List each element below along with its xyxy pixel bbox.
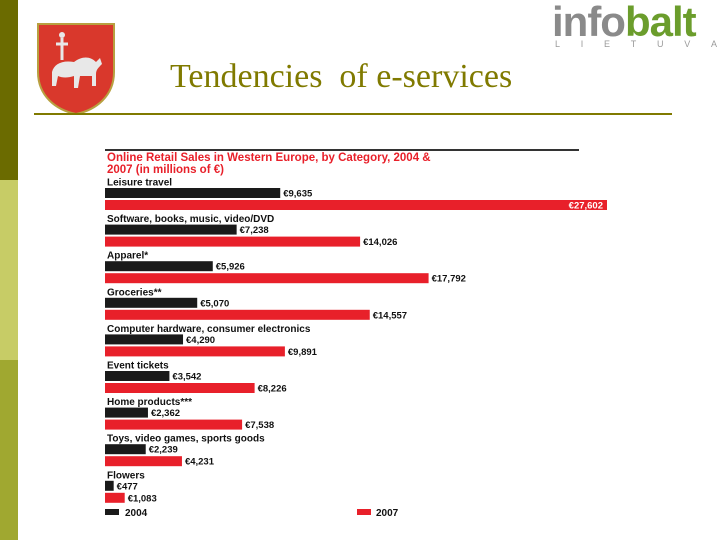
category-label: Apparel* bbox=[107, 251, 148, 262]
bar-2004 bbox=[105, 480, 114, 491]
bar-2004 bbox=[105, 444, 146, 455]
bar-value-label: €17,792 bbox=[432, 274, 466, 285]
bar-2007 bbox=[105, 273, 429, 284]
legend-label-2004: 2004 bbox=[125, 508, 148, 519]
chart-title-line-2: 2007 (in millions of €) bbox=[107, 164, 224, 176]
bar-value-label: €9,891 bbox=[288, 347, 318, 358]
bar-value-label: €4,290 bbox=[186, 335, 215, 346]
bar-value-label: €3,542 bbox=[172, 372, 201, 383]
chart-container: Online Retail Sales in Western Europe, b… bbox=[100, 140, 620, 530]
bar-2004 bbox=[105, 261, 213, 272]
bar-2007 bbox=[105, 200, 607, 210]
bar-value-label: €27,602 bbox=[569, 201, 603, 212]
bar-value-label: €14,557 bbox=[373, 310, 407, 321]
category-label: Home products*** bbox=[107, 397, 192, 408]
bar-2004 bbox=[105, 407, 148, 418]
bar-2004 bbox=[105, 224, 237, 235]
bar-2007 bbox=[105, 383, 255, 393]
bar-2007 bbox=[105, 346, 285, 357]
legend-swatch-2007 bbox=[357, 509, 371, 515]
left-accent-bar-middle bbox=[0, 180, 18, 360]
category-label: Groceries** bbox=[107, 287, 162, 298]
category-label: Event tickets bbox=[107, 361, 169, 372]
bar-2004 bbox=[105, 188, 281, 198]
left-accent-bar-bottom bbox=[0, 360, 18, 540]
category-label: Computer hardware, consumer electronics bbox=[107, 324, 311, 335]
bar-2004 bbox=[105, 371, 170, 381]
logo-part-balt: balt bbox=[624, 0, 697, 45]
left-accent-bar-top bbox=[0, 0, 18, 180]
category-label: Leisure travel bbox=[107, 178, 172, 189]
bar-value-label: €5,926 bbox=[216, 262, 245, 273]
bar-2007 bbox=[105, 309, 370, 320]
coat-of-arms-icon bbox=[37, 23, 115, 116]
bar-value-label: €7,238 bbox=[240, 225, 269, 236]
bar-value-label: €9,635 bbox=[283, 189, 313, 200]
bar-value-label: €7,538 bbox=[245, 420, 274, 431]
bar-value-label: €8,226 bbox=[258, 384, 287, 395]
bar-value-label: €2,239 bbox=[149, 445, 178, 456]
category-label: Software, books, music, video/DVD bbox=[107, 214, 274, 225]
chart-title-rule bbox=[105, 149, 579, 151]
bar-2007 bbox=[105, 419, 243, 430]
chart-title-line-1: Online Retail Sales in Western Europe, b… bbox=[107, 152, 431, 164]
logo-wordmark: infobalt bbox=[552, 0, 697, 46]
logo-letter: U bbox=[656, 39, 664, 49]
logo-letter: L bbox=[555, 39, 561, 49]
logo-part-info: info bbox=[552, 0, 626, 45]
legend-swatch-2004 bbox=[105, 509, 119, 515]
page-title: Tendencies of e-services bbox=[170, 58, 513, 95]
bar-value-label: €477 bbox=[117, 481, 138, 492]
logo-letter: V bbox=[684, 39, 691, 49]
category-label: Flowers bbox=[107, 470, 145, 481]
logo-subtitle: L I E T U V A bbox=[555, 39, 717, 49]
logo-letter: E bbox=[604, 39, 611, 49]
bar-2004 bbox=[105, 334, 184, 345]
bar-value-label: €1,083 bbox=[128, 493, 157, 504]
bar-2007 bbox=[105, 236, 361, 247]
legend-label-2007: 2007 bbox=[376, 508, 399, 519]
bar-value-label: €5,070 bbox=[200, 298, 229, 309]
category-label: Toys, video games, sports goods bbox=[107, 434, 265, 445]
bar-2004 bbox=[105, 297, 198, 308]
title-divider bbox=[34, 113, 672, 115]
infobalt-logo: infobalt L I E T U V A bbox=[552, 0, 718, 52]
bar-2007 bbox=[105, 492, 125, 503]
bar-2007 bbox=[105, 456, 182, 467]
bar-value-label: €14,026 bbox=[363, 237, 397, 248]
retail-sales-chart: Online Retail Sales in Western Europe, b… bbox=[105, 149, 607, 519]
logo-letter: T bbox=[630, 39, 637, 49]
logo-letter: A bbox=[710, 39, 717, 49]
bar-value-label: €4,231 bbox=[185, 457, 215, 468]
logo-letter: I bbox=[580, 39, 584, 49]
bar-value-label: €2,362 bbox=[151, 408, 180, 419]
